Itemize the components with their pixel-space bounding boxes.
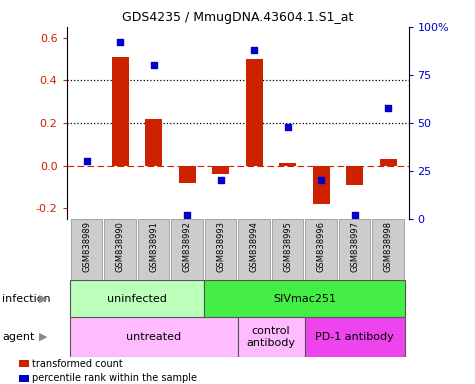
Text: agent: agent <box>2 332 35 342</box>
Bar <box>112 57 129 166</box>
Text: GSM838997: GSM838997 <box>351 221 360 272</box>
Bar <box>372 219 404 280</box>
Text: GSM838996: GSM838996 <box>317 221 326 272</box>
Text: transformed count: transformed count <box>32 359 123 369</box>
Text: untreated: untreated <box>126 332 181 342</box>
Text: SIVmac251: SIVmac251 <box>273 293 336 304</box>
Point <box>250 47 258 53</box>
Bar <box>145 119 162 166</box>
Text: GSM838992: GSM838992 <box>183 221 192 272</box>
Bar <box>346 166 363 185</box>
Text: ▶: ▶ <box>38 332 47 342</box>
Bar <box>70 219 102 280</box>
Point <box>385 104 392 111</box>
Bar <box>104 219 135 280</box>
Point <box>116 39 124 45</box>
Bar <box>272 219 303 280</box>
Text: infection: infection <box>2 293 51 304</box>
Text: GSM838990: GSM838990 <box>115 221 124 272</box>
Text: ▶: ▶ <box>38 293 47 304</box>
Bar <box>19 375 29 382</box>
Bar <box>238 317 304 357</box>
Bar <box>204 280 405 317</box>
Point <box>351 212 359 218</box>
Point <box>83 158 90 164</box>
Point <box>150 62 158 68</box>
Bar <box>19 360 29 367</box>
Point <box>284 124 292 130</box>
Bar <box>305 219 337 280</box>
Bar <box>205 219 236 280</box>
Bar <box>70 280 204 317</box>
Text: PD-1 antibody: PD-1 antibody <box>315 332 394 342</box>
Text: GSM838994: GSM838994 <box>250 221 259 272</box>
Text: control
antibody: control antibody <box>247 326 295 348</box>
Bar <box>238 219 270 280</box>
Point <box>317 177 325 184</box>
Point <box>183 212 191 218</box>
Text: GSM838993: GSM838993 <box>216 221 225 272</box>
Text: GSM838991: GSM838991 <box>149 221 158 272</box>
Bar <box>138 219 169 280</box>
Title: GDS4235 / MmugDNA.43604.1.S1_at: GDS4235 / MmugDNA.43604.1.S1_at <box>122 11 353 24</box>
Text: GSM838989: GSM838989 <box>82 221 91 272</box>
Bar <box>279 164 296 166</box>
Text: percentile rank within the sample: percentile rank within the sample <box>32 373 197 383</box>
Bar <box>380 159 397 166</box>
Bar <box>70 317 238 357</box>
Bar <box>171 219 203 280</box>
Bar <box>212 166 229 174</box>
Text: GSM838995: GSM838995 <box>283 221 292 272</box>
Bar <box>179 166 196 183</box>
Bar <box>304 317 405 357</box>
Text: uninfected: uninfected <box>107 293 167 304</box>
Bar <box>339 219 371 280</box>
Point <box>217 177 225 184</box>
Bar <box>246 59 263 166</box>
Bar <box>313 166 330 204</box>
Text: GSM838998: GSM838998 <box>384 221 393 272</box>
